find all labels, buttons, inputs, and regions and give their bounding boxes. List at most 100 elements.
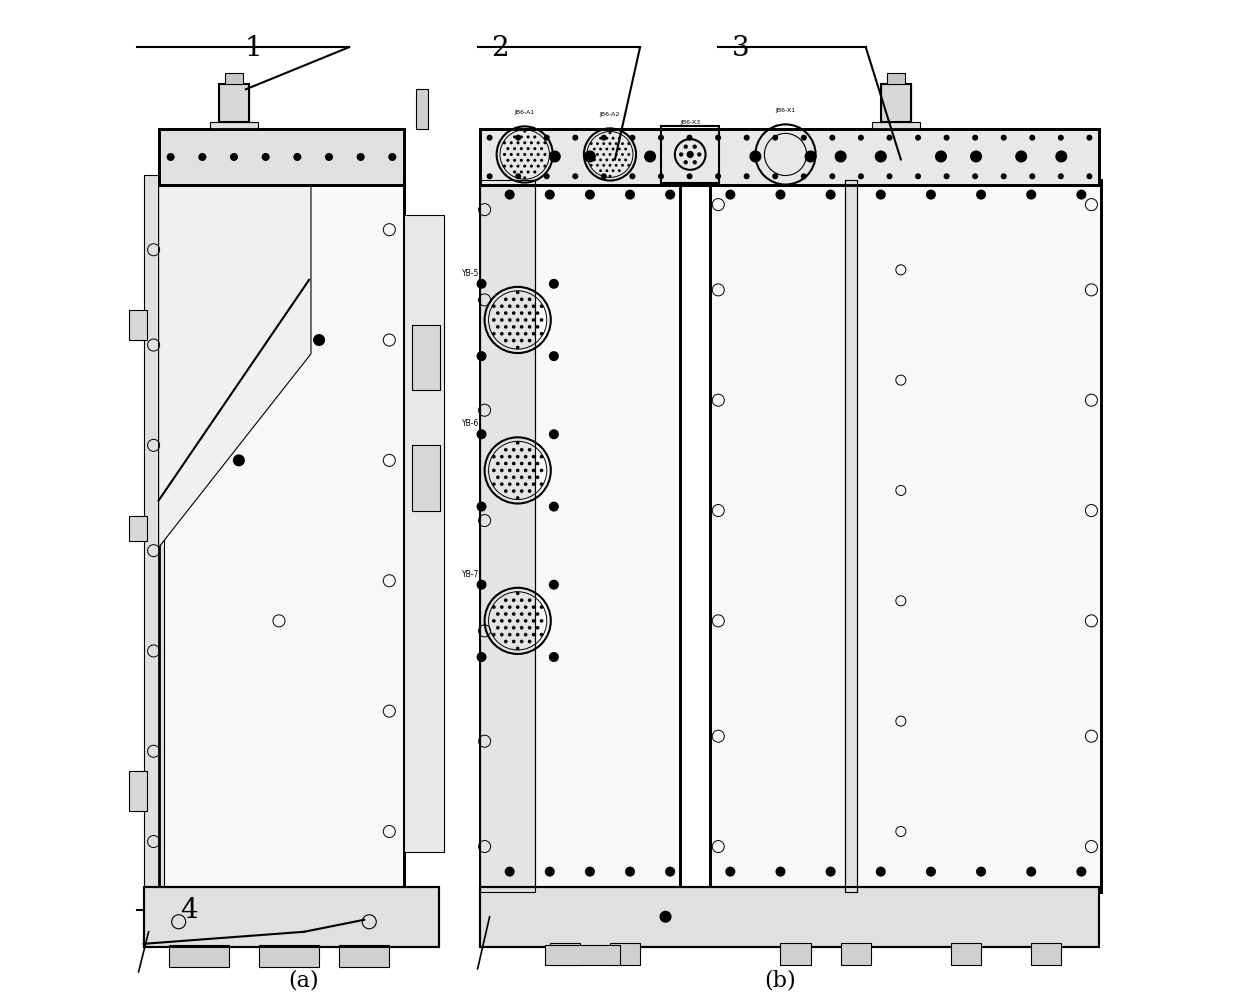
Circle shape bbox=[515, 135, 521, 141]
Circle shape bbox=[516, 497, 520, 500]
Circle shape bbox=[500, 455, 503, 459]
Circle shape bbox=[541, 148, 543, 151]
Circle shape bbox=[1076, 867, 1086, 877]
Bar bbox=[610, 943, 640, 965]
Bar bbox=[159, 130, 404, 185]
Circle shape bbox=[615, 143, 618, 146]
Circle shape bbox=[601, 174, 606, 180]
Circle shape bbox=[503, 153, 506, 157]
Circle shape bbox=[166, 154, 175, 161]
Circle shape bbox=[516, 442, 520, 445]
Circle shape bbox=[658, 135, 663, 141]
Circle shape bbox=[683, 145, 688, 149]
Circle shape bbox=[492, 619, 496, 623]
Circle shape bbox=[801, 174, 807, 180]
Circle shape bbox=[1029, 174, 1035, 180]
Circle shape bbox=[528, 462, 532, 466]
Circle shape bbox=[512, 626, 516, 630]
Circle shape bbox=[621, 164, 624, 167]
Circle shape bbox=[496, 612, 500, 616]
Circle shape bbox=[532, 305, 536, 309]
Text: JB6-X3: JB6-X3 bbox=[680, 120, 701, 125]
Circle shape bbox=[603, 154, 605, 156]
Circle shape bbox=[532, 633, 536, 637]
Circle shape bbox=[516, 647, 520, 650]
Circle shape bbox=[523, 153, 526, 157]
Circle shape bbox=[503, 165, 506, 168]
Circle shape bbox=[528, 640, 532, 643]
Circle shape bbox=[520, 626, 523, 630]
Circle shape bbox=[516, 333, 520, 337]
Circle shape bbox=[630, 135, 635, 141]
Circle shape bbox=[476, 352, 486, 362]
Circle shape bbox=[915, 135, 921, 141]
Circle shape bbox=[660, 911, 672, 923]
Circle shape bbox=[500, 333, 503, 337]
Circle shape bbox=[520, 159, 523, 162]
Circle shape bbox=[508, 633, 512, 637]
Circle shape bbox=[503, 640, 507, 643]
Circle shape bbox=[539, 633, 543, 637]
Circle shape bbox=[599, 137, 601, 140]
Circle shape bbox=[510, 165, 513, 168]
Circle shape bbox=[523, 130, 526, 133]
Circle shape bbox=[609, 164, 611, 167]
Circle shape bbox=[496, 476, 500, 480]
Circle shape bbox=[773, 135, 779, 141]
Circle shape bbox=[262, 154, 269, 161]
Bar bbox=[711, 180, 1101, 892]
Bar bbox=[144, 887, 439, 947]
Circle shape bbox=[537, 153, 539, 157]
Bar bbox=[129, 311, 146, 341]
Circle shape bbox=[944, 135, 950, 141]
Circle shape bbox=[516, 319, 520, 323]
Circle shape bbox=[496, 626, 500, 630]
Circle shape bbox=[492, 605, 496, 609]
Circle shape bbox=[549, 652, 559, 662]
Circle shape bbox=[1086, 174, 1092, 180]
Circle shape bbox=[492, 455, 496, 459]
Circle shape bbox=[528, 612, 532, 616]
Circle shape bbox=[503, 612, 507, 616]
Bar bbox=[872, 123, 920, 130]
Circle shape bbox=[624, 148, 627, 151]
Circle shape bbox=[516, 469, 520, 473]
Circle shape bbox=[537, 165, 539, 168]
Circle shape bbox=[658, 174, 663, 180]
Circle shape bbox=[520, 599, 523, 602]
Circle shape bbox=[944, 174, 950, 180]
Circle shape bbox=[500, 483, 503, 487]
Circle shape bbox=[605, 148, 609, 151]
Circle shape bbox=[801, 135, 807, 141]
Bar bbox=[169, 945, 229, 967]
Circle shape bbox=[835, 151, 847, 163]
Circle shape bbox=[508, 619, 512, 623]
Circle shape bbox=[233, 455, 244, 467]
Circle shape bbox=[875, 190, 885, 200]
Circle shape bbox=[523, 483, 527, 487]
Circle shape bbox=[596, 164, 599, 167]
Circle shape bbox=[516, 605, 520, 609]
Circle shape bbox=[520, 136, 523, 139]
Circle shape bbox=[627, 143, 630, 146]
Circle shape bbox=[541, 159, 543, 162]
Bar bbox=[129, 516, 146, 541]
Circle shape bbox=[601, 135, 606, 141]
Bar bbox=[480, 130, 1100, 185]
Circle shape bbox=[528, 299, 532, 302]
Circle shape bbox=[1058, 135, 1064, 141]
Circle shape bbox=[611, 159, 615, 162]
Circle shape bbox=[887, 174, 893, 180]
Circle shape bbox=[573, 135, 578, 141]
Circle shape bbox=[512, 312, 516, 316]
Circle shape bbox=[510, 153, 513, 157]
Circle shape bbox=[605, 159, 609, 162]
Circle shape bbox=[512, 612, 516, 616]
Bar bbox=[951, 943, 981, 965]
Circle shape bbox=[513, 148, 516, 151]
Circle shape bbox=[508, 605, 512, 609]
Circle shape bbox=[516, 592, 520, 595]
Circle shape bbox=[773, 174, 779, 180]
Circle shape bbox=[1001, 135, 1007, 141]
Text: YB-6: YB-6 bbox=[463, 419, 480, 428]
